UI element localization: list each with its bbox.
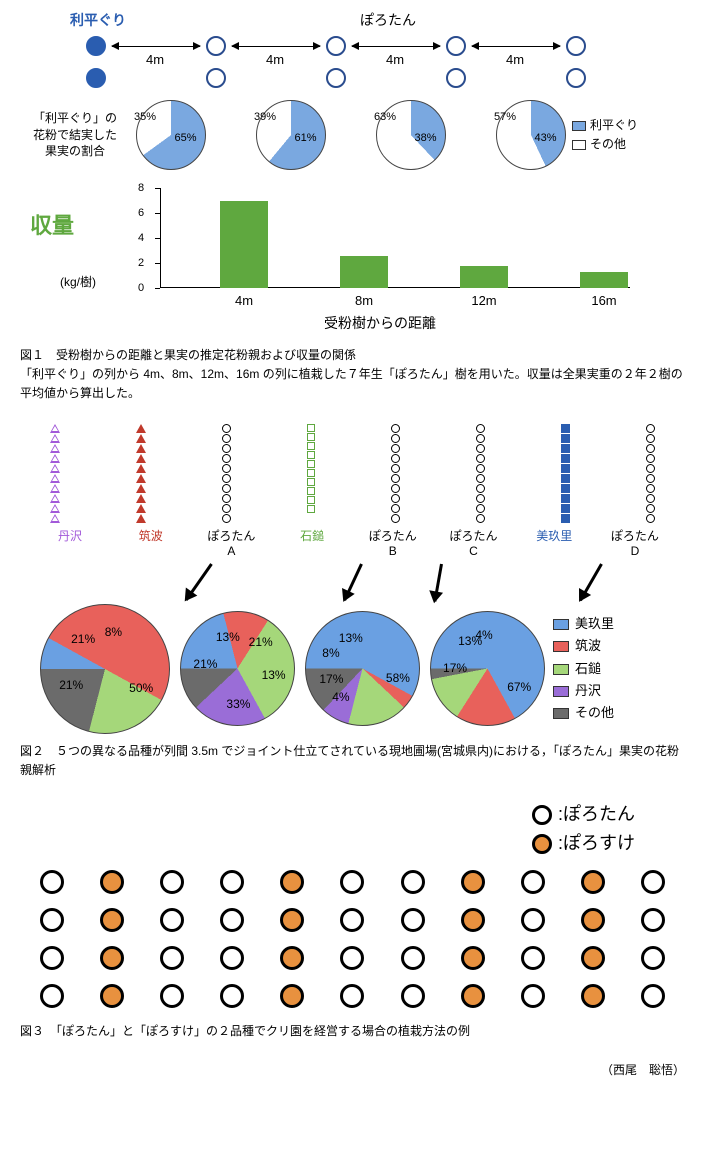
tree-circle xyxy=(566,36,586,56)
fig3-grid xyxy=(20,870,685,1008)
fig3-legend-label: :ぽろすけ xyxy=(558,833,635,853)
fig1-bar-chart: 収量 (kg/樹) 受粉樹からの距離 024684m8m12m16m xyxy=(120,178,640,338)
fig2-arrows xyxy=(20,564,685,604)
fig3-caption: 図３ 「ぽろたん」と「ぽろすけ」の２品種でクリ園を経営する場合の植栽方法の例 xyxy=(20,1022,685,1041)
figure-2: 丹沢筑波ぽろたん A石鎚ぽろたん Bぽろたん C美玖里ぽろたん D 8%50%2… xyxy=(20,424,685,780)
figure-1: 利平ぐり ぽろたん 4m 4m 4m 4m 「利平ぐり」の 花粉で結実した 果実… xyxy=(20,10,685,404)
tree-circle xyxy=(86,36,106,56)
distance-arrow xyxy=(232,46,320,47)
tree-circle xyxy=(566,68,586,88)
author: （西尾 聡悟） xyxy=(20,1061,685,1078)
distance-label: 4m xyxy=(146,52,164,67)
legend-circle-icon xyxy=(532,805,552,825)
distance-arrow xyxy=(472,46,560,47)
fig1-pie-row: 「利平ぐり」の 花粉で結実した 果実の割合 65%35%61%39%38%63%… xyxy=(20,100,685,170)
tree-circle xyxy=(206,36,226,56)
fig1-pie-side-label: 「利平ぐり」の 花粉で結実した 果実の割合 xyxy=(20,110,130,160)
fig1-bar-yunit: (kg/樹) xyxy=(60,273,96,290)
fig1-caption: 図１ 受粉樹からの距離と果実の推定花粉親および収量の関係 「利平ぐり」の列から … xyxy=(20,346,685,404)
legend-circle-icon xyxy=(532,834,552,854)
fig1-right-label: ぽろたん xyxy=(360,10,416,30)
tree-circle xyxy=(326,68,346,88)
figure-3: :ぽろたん :ぽろすけ 図３ 「ぽろたん」と「ぽろすけ」の２品種でクリ園を経営す… xyxy=(20,800,685,1041)
distance-label: 4m xyxy=(506,52,524,67)
axis-y xyxy=(160,188,161,288)
tree-circle xyxy=(446,68,466,88)
fig2-symbol-columns xyxy=(20,424,685,523)
distance-arrow xyxy=(112,46,200,47)
fig2-column-labels: 丹沢筑波ぽろたん A石鎚ぽろたん Bぽろたん C美玖里ぽろたん D xyxy=(20,527,685,558)
tree-circle xyxy=(446,36,466,56)
fig3-legend-label: :ぽろたん xyxy=(558,804,635,824)
distance-label: 4m xyxy=(266,52,284,67)
tree-circle xyxy=(86,68,106,88)
fig1-pie-legend: 利平ぐりその他 xyxy=(572,116,638,154)
tree-circle xyxy=(326,36,346,56)
distance-arrow xyxy=(352,46,440,47)
fig1-bar-ylabel: 収量 xyxy=(30,208,74,240)
distance-label: 4m xyxy=(386,52,404,67)
fig1-bar-xlabel: 受粉樹からの距離 xyxy=(324,313,436,333)
fig2-pie-row: 8%50%21%21%21%13%33%21%13%58%4%17%8%13%6… xyxy=(20,604,685,734)
tree-circle xyxy=(206,68,226,88)
fig1-left-label: 利平ぐり xyxy=(70,10,126,30)
fig1-pies-container: 65%35%61%39%38%63%43%57% xyxy=(136,100,566,170)
fig2-caption: 図２ ５つの異なる品種が列間 3.5m でジョイント仕立てされている現地圃場(宮… xyxy=(20,742,685,780)
fig1-tree-row: 利平ぐり ぽろたん 4m 4m 4m 4m xyxy=(20,10,685,100)
fig2-legend: 美玖里筑波石鎚丹沢その他 xyxy=(553,613,614,723)
fig3-legend: :ぽろたん :ぽろすけ xyxy=(20,800,635,858)
fig2-pies-container: 8%50%21%21%21%13%33%21%13%58%4%17%8%13%6… xyxy=(40,604,545,734)
